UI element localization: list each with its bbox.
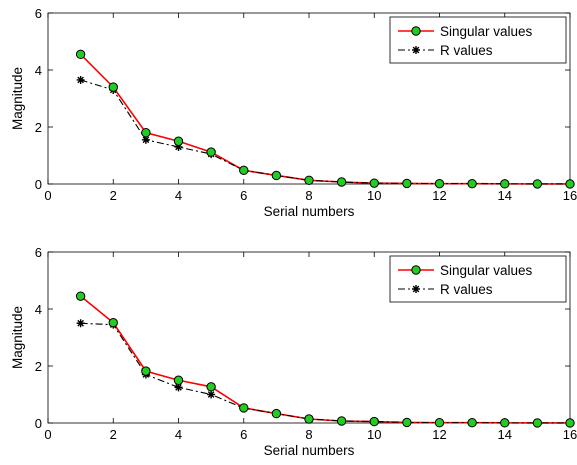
singular-values-point	[500, 418, 510, 428]
x-tick-label: 14	[498, 188, 512, 203]
x-tick-label: 0	[44, 427, 51, 442]
r-values-point	[76, 319, 85, 328]
singular-values-point	[75, 291, 86, 301]
x-tick-label: 16	[563, 188, 577, 203]
y-axis-label: Magnitude	[10, 306, 25, 369]
x-axis-label: Serial numbers	[264, 204, 355, 219]
legend-label-r-values: R values	[440, 282, 493, 297]
y-tick-label: 0	[35, 177, 42, 192]
singular-values-point	[467, 418, 477, 428]
singular-values-point	[173, 136, 184, 146]
y-axis-label: Magnitude	[10, 67, 25, 130]
singular-values-point	[532, 179, 543, 189]
legend-marker-singular-values	[411, 26, 421, 36]
y-tick-label: 4	[35, 63, 42, 78]
singular-values-point	[141, 128, 151, 138]
x-tick-label: 12	[432, 188, 446, 203]
singular-values-point	[565, 418, 575, 428]
chart-panel-top: 0 2 4 6 8 10 12 14 16 0 2 4 6 Serial numbers Magnitude…	[10, 6, 577, 219]
chart-panel-bottom: 0 2 4 6 8 10 12 14 16 0 2 4 6 Serial numbers Magnitude…	[10, 245, 577, 458]
r-values-point	[207, 390, 216, 399]
x-tick-label: 14	[498, 427, 512, 442]
x-tick-label: 0	[44, 188, 51, 203]
x-tick-label: 12	[432, 427, 446, 442]
series-line-r-values	[80, 79, 571, 185]
r-values-point	[174, 142, 183, 151]
singular-values-point	[239, 165, 249, 176]
y-tick-label: 2	[35, 359, 42, 374]
singular-values-point	[206, 382, 216, 392]
singular-values-point	[402, 178, 412, 189]
singular-values-point	[304, 414, 314, 424]
singular-values-point	[500, 179, 510, 189]
legend	[389, 255, 567, 303]
x-tick-label: 8	[305, 188, 312, 203]
singular-values-point	[108, 82, 118, 92]
x-tick-label: 10	[367, 427, 381, 442]
y-tick-label: 2	[35, 120, 42, 135]
x-tick-label: 2	[110, 427, 117, 442]
y-tick-label: 0	[35, 416, 42, 431]
x-tick-label: 6	[240, 188, 247, 203]
x-tick-label: 16	[563, 427, 577, 442]
singular-values-point	[402, 417, 412, 428]
r-values-point	[141, 135, 150, 144]
x-tick-label: 2	[110, 188, 117, 203]
legend	[389, 16, 567, 64]
legend-marker-r-values	[412, 285, 420, 293]
legend-marker-r-values	[412, 46, 420, 54]
singular-values-point	[271, 408, 282, 419]
singular-values-point	[532, 418, 543, 428]
singular-values-point	[206, 147, 216, 157]
singular-values-point	[369, 416, 379, 427]
y-tick-label: 6	[35, 6, 42, 21]
series-line-singular-values	[80, 53, 571, 185]
singular-values-point	[369, 178, 379, 188]
x-tick-label: 8	[305, 427, 312, 442]
y-tick-label: 6	[35, 245, 42, 260]
singular-values-point	[239, 403, 249, 413]
singular-values-point	[467, 179, 477, 189]
singular-values-point	[434, 179, 445, 189]
legend-label-singular-values: Singular values	[440, 24, 533, 39]
x-axis-label: Serial numbers	[264, 443, 355, 458]
singular-values-point	[565, 179, 575, 189]
legend-label-r-values: R values	[440, 43, 493, 58]
r-values-point	[174, 383, 183, 392]
r-values-point	[76, 75, 85, 84]
singular-values-point	[304, 175, 314, 185]
singular-values-point	[271, 170, 282, 181]
singular-values-point	[173, 375, 184, 385]
x-tick-label: 4	[175, 427, 182, 442]
x-tick-label: 6	[240, 427, 247, 442]
y-tick-label: 4	[35, 302, 42, 317]
legend-marker-singular-values	[411, 265, 421, 275]
series-line-r-values	[80, 322, 571, 424]
singular-values-point	[141, 366, 151, 376]
singular-values-point	[75, 49, 86, 60]
singular-values-point	[336, 177, 347, 187]
x-tick-label: 10	[367, 188, 381, 203]
singular-values-point	[434, 418, 445, 428]
singular-values-point	[108, 317, 118, 328]
singular-values-point	[336, 416, 347, 426]
legend-label-singular-values: Singular values	[440, 263, 533, 278]
x-tick-label: 4	[175, 188, 182, 203]
